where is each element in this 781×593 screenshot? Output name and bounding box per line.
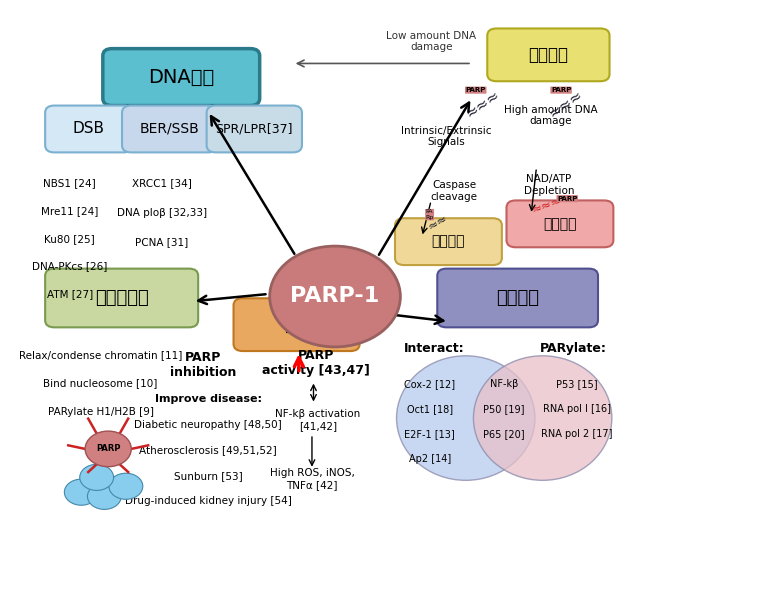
Text: Caspase
cleavage: Caspase cleavage xyxy=(430,180,478,202)
Text: 转录调节: 转录调节 xyxy=(496,289,539,307)
Text: High amount DNA
damage: High amount DNA damage xyxy=(504,105,597,126)
Text: Interact:: Interact: xyxy=(405,342,465,355)
Text: XRCC1 [34]: XRCC1 [34] xyxy=(132,178,192,188)
Text: Improve disease:: Improve disease: xyxy=(155,394,262,404)
Text: NF-kβ activation
[41,42]: NF-kβ activation [41,42] xyxy=(276,409,361,431)
Text: Ap2 [14]: Ap2 [14] xyxy=(408,454,451,464)
Text: Oct1 [18]: Oct1 [18] xyxy=(407,404,453,414)
Text: SPR/LPR[37]: SPR/LPR[37] xyxy=(216,123,293,135)
Circle shape xyxy=(269,246,401,347)
Text: DSB: DSB xyxy=(73,122,105,136)
Text: Low amount DNA
damage: Low amount DNA damage xyxy=(386,31,476,52)
FancyBboxPatch shape xyxy=(487,28,609,81)
Circle shape xyxy=(64,479,98,505)
Text: PCNA [31]: PCNA [31] xyxy=(135,237,189,247)
Text: NAD/ATP
Depletion: NAD/ATP Depletion xyxy=(523,174,574,196)
Text: ≈≈≈: ≈≈≈ xyxy=(530,193,564,216)
Text: Atherosclerosis [49,51,52]: Atherosclerosis [49,51,52] xyxy=(139,445,277,455)
Circle shape xyxy=(87,483,121,509)
Text: PARP: PARP xyxy=(551,87,571,93)
Text: PARylate H1/H2B [9]: PARylate H1/H2B [9] xyxy=(48,407,154,417)
Text: P65 [20]: P65 [20] xyxy=(483,429,525,439)
Text: 炎症: 炎症 xyxy=(285,315,308,334)
Text: Relax/condense chromatin [11]: Relax/condense chromatin [11] xyxy=(19,350,182,360)
Text: RNA pol 2 [17]: RNA pol 2 [17] xyxy=(541,429,613,439)
Text: PA
Rp: PA Rp xyxy=(426,209,433,220)
Text: Cox-2 [12]: Cox-2 [12] xyxy=(405,379,455,389)
FancyBboxPatch shape xyxy=(45,106,133,152)
Text: DNA ploβ [32,33]: DNA ploβ [32,33] xyxy=(117,208,207,218)
Circle shape xyxy=(85,431,131,467)
Text: DNA修复: DNA修复 xyxy=(148,68,214,87)
Text: RNA pol I [16]: RNA pol I [16] xyxy=(544,404,612,414)
Text: ≈≈≈: ≈≈≈ xyxy=(546,87,586,121)
FancyBboxPatch shape xyxy=(207,106,302,152)
Text: Ku80 [25]: Ku80 [25] xyxy=(45,234,95,244)
FancyBboxPatch shape xyxy=(122,106,217,152)
Text: PARP: PARP xyxy=(557,196,577,202)
Text: BER/SSB: BER/SSB xyxy=(140,122,200,136)
Circle shape xyxy=(109,473,143,499)
Text: NF-kβ: NF-kβ xyxy=(490,379,519,389)
Text: PARP
inhibition: PARP inhibition xyxy=(169,350,236,379)
Text: 细胞坏死: 细胞坏死 xyxy=(544,217,576,231)
Text: 染色质修饰: 染色质修饰 xyxy=(95,289,148,307)
FancyBboxPatch shape xyxy=(45,269,198,327)
Text: ≈≈: ≈≈ xyxy=(426,212,451,233)
Text: 细胞凋亡: 细胞凋亡 xyxy=(432,235,465,248)
FancyBboxPatch shape xyxy=(507,200,613,247)
Text: PARP-1: PARP-1 xyxy=(291,286,380,307)
Text: PARylate:: PARylate: xyxy=(540,342,607,355)
Ellipse shape xyxy=(397,356,535,480)
Text: P53 [15]: P53 [15] xyxy=(556,379,598,389)
FancyBboxPatch shape xyxy=(437,269,598,327)
Text: High ROS, iNOS,
TNFα [42]: High ROS, iNOS, TNFα [42] xyxy=(269,468,355,490)
Text: Mre11 [24]: Mre11 [24] xyxy=(41,206,98,216)
Circle shape xyxy=(80,464,113,490)
FancyBboxPatch shape xyxy=(234,298,359,351)
Text: Intrinsic/Extrinsic
Signals: Intrinsic/Extrinsic Signals xyxy=(401,126,492,147)
Text: Drug-induced kidney injury [54]: Drug-induced kidney injury [54] xyxy=(125,496,291,506)
Text: ≈≈≈: ≈≈≈ xyxy=(462,87,503,121)
Text: P50 [19]: P50 [19] xyxy=(483,404,525,414)
Text: PARP
activity [43,47]: PARP activity [43,47] xyxy=(262,349,369,377)
Text: Sunburn [53]: Sunburn [53] xyxy=(174,471,243,481)
Text: NBS1 [24]: NBS1 [24] xyxy=(44,178,96,188)
Text: E2F-1 [13]: E2F-1 [13] xyxy=(405,429,455,439)
Text: PARP: PARP xyxy=(96,444,120,454)
FancyBboxPatch shape xyxy=(103,49,259,106)
Text: DNA-PKcs [26]: DNA-PKcs [26] xyxy=(32,262,108,272)
Text: ATM [27]: ATM [27] xyxy=(47,289,93,299)
Ellipse shape xyxy=(473,356,612,480)
Text: I: I xyxy=(342,315,347,334)
Text: PARP: PARP xyxy=(465,87,486,93)
Text: 细胞死亡: 细胞死亡 xyxy=(529,46,569,64)
FancyBboxPatch shape xyxy=(395,218,502,265)
Text: Diabetic neuropathy [48,50]: Diabetic neuropathy [48,50] xyxy=(134,420,282,430)
Text: Bind nucleosome [10]: Bind nucleosome [10] xyxy=(43,378,158,388)
